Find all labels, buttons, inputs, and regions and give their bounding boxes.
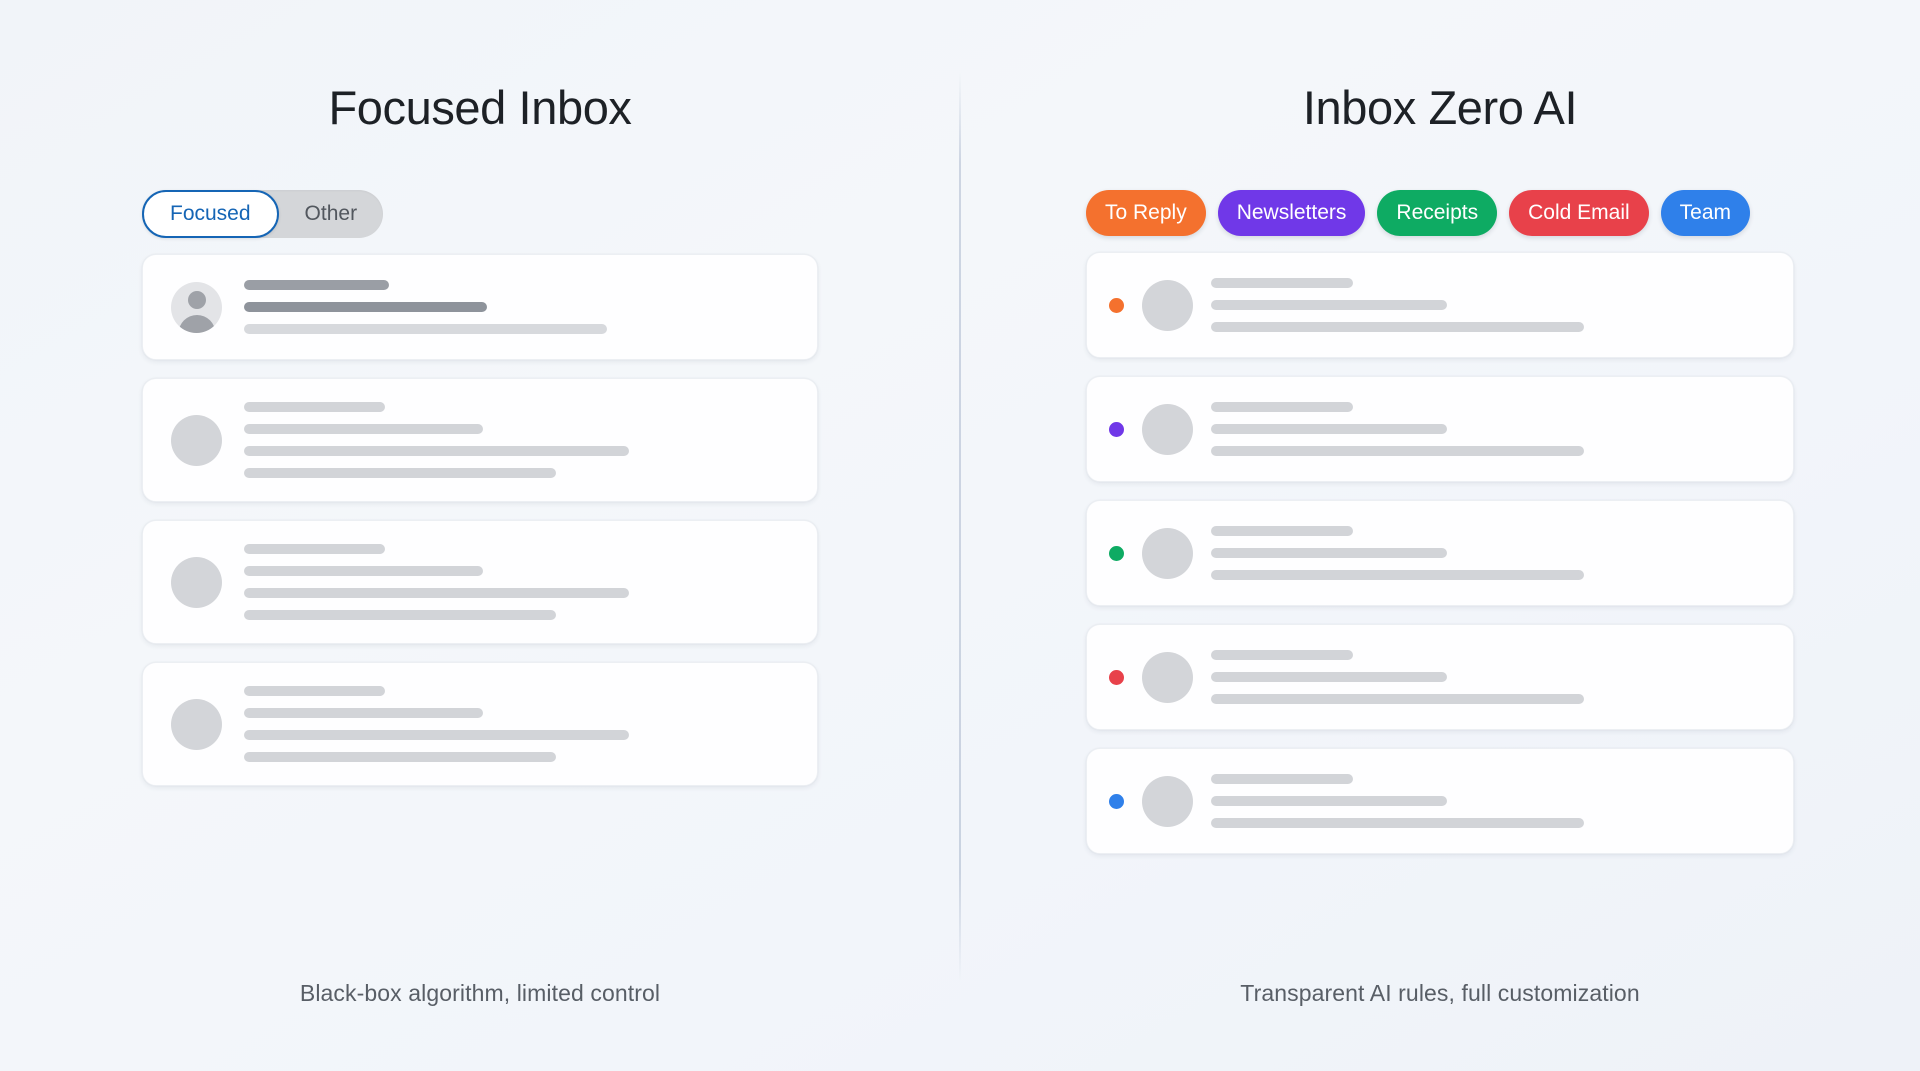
- page-title-right: Inbox Zero AI: [1302, 81, 1578, 134]
- skeleton-line: [244, 280, 389, 290]
- skeleton-line: [1211, 300, 1447, 310]
- category-dot-icon-team: [1109, 793, 1124, 809]
- email-list-item[interactable]: [1086, 748, 1794, 854]
- skeleton-line: [244, 468, 556, 478]
- skeleton-line: [244, 544, 385, 554]
- skeleton-line: [244, 708, 483, 718]
- skeleton-line: [1211, 322, 1584, 332]
- skeleton-line: [1211, 774, 1353, 784]
- category-pill-to-reply[interactable]: To Reply: [1086, 190, 1206, 236]
- skeleton-line: [1211, 548, 1447, 558]
- email-list-item[interactable]: [142, 662, 818, 786]
- skeleton-line: [1211, 796, 1447, 806]
- email-list-item[interactable]: [1086, 624, 1794, 730]
- skeleton-line: [244, 610, 556, 620]
- email-list-item[interactable]: [1086, 500, 1794, 606]
- skeleton-line: [244, 566, 483, 576]
- skeleton-line: [244, 686, 385, 696]
- avatar-head-shape: [187, 290, 206, 309]
- focused-inbox-panel: Focused Inbox Focused Other Black-box al…: [142, 81, 818, 1006]
- avatar: [1142, 403, 1193, 455]
- skeleton-lines: [1211, 650, 1767, 704]
- skeleton-line: [244, 446, 629, 456]
- skeleton-line: [1211, 278, 1353, 288]
- email-list-item[interactable]: [1086, 376, 1794, 482]
- email-list-item[interactable]: [142, 378, 818, 502]
- skeleton-line: [1211, 402, 1353, 412]
- avatar: [171, 698, 222, 750]
- avatar: [1142, 775, 1193, 827]
- skeleton-line: [244, 424, 483, 434]
- skeleton-line: [244, 324, 607, 334]
- skeleton-line: [244, 402, 385, 412]
- tab-other[interactable]: Other: [304, 202, 358, 225]
- skeleton-lines: [244, 544, 791, 620]
- avatar: [1142, 527, 1193, 579]
- category-dot-icon-receipts: [1109, 545, 1124, 561]
- skeleton-line: [1211, 694, 1584, 704]
- skeleton-line: [244, 752, 556, 762]
- email-list-item[interactable]: [1086, 252, 1794, 358]
- avatar: [1142, 651, 1193, 703]
- skeleton-line: [1211, 570, 1584, 580]
- category-pill-team[interactable]: Team: [1660, 190, 1751, 236]
- skeleton-line: [244, 588, 629, 598]
- category-dot-icon-to-reply: [1109, 297, 1124, 313]
- skeleton-line: [1211, 526, 1353, 536]
- skeleton-lines: [244, 402, 791, 478]
- category-pill-container: To Reply Newsletters Receipts Cold Email Tea…: [1086, 190, 1794, 236]
- skeleton-lines: [1211, 774, 1767, 828]
- skeleton-lines: [1211, 278, 1767, 332]
- focused-other-segmented-control[interactable]: Focused Other: [142, 190, 384, 238]
- segmented-control-container: Focused Other: [142, 190, 818, 238]
- skeleton-line: [1211, 818, 1584, 828]
- category-dot-icon-cold-email: [1109, 669, 1124, 685]
- caption-right: Transparent AI rules, full customization: [1240, 980, 1640, 1006]
- skeleton-line: [1211, 672, 1447, 682]
- tab-focused[interactable]: Focused: [142, 190, 279, 238]
- email-list-item[interactable]: [142, 520, 818, 644]
- avatar: [171, 556, 222, 608]
- category-dot-icon-newsletters: [1109, 421, 1124, 437]
- skeleton-lines: [1211, 402, 1767, 456]
- category-pill-cold-email[interactable]: Cold Email: [1509, 190, 1649, 236]
- avatar: [1142, 279, 1193, 331]
- category-pill-receipts[interactable]: Receipts: [1377, 190, 1498, 236]
- email-list-item[interactable]: [142, 254, 818, 360]
- skeleton-lines: [1211, 526, 1767, 580]
- person-avatar-icon: [171, 281, 222, 333]
- skeleton-line: [244, 730, 629, 740]
- focused-email-list: [142, 254, 818, 786]
- skeleton-line: [1211, 650, 1353, 660]
- caption-left: Black-box algorithm, limited control: [299, 980, 661, 1006]
- skeleton-lines: [244, 280, 791, 334]
- skeleton-line: [1211, 446, 1584, 456]
- avatar-body-shape: [178, 314, 215, 333]
- skeleton-lines: [244, 686, 791, 762]
- page-title-left: Focused Inbox: [328, 81, 632, 134]
- vertical-divider: [959, 72, 961, 982]
- avatar: [171, 414, 222, 466]
- inbox-zero-ai-panel: Inbox Zero AI To Reply Newsletters Receipt…: [960, 0, 1920, 1071]
- skeleton-line: [244, 302, 487, 312]
- ai-categorized-email-list: [1086, 252, 1794, 854]
- category-pill-newsletters[interactable]: Newsletters: [1217, 190, 1366, 236]
- skeleton-line: [1211, 424, 1447, 434]
